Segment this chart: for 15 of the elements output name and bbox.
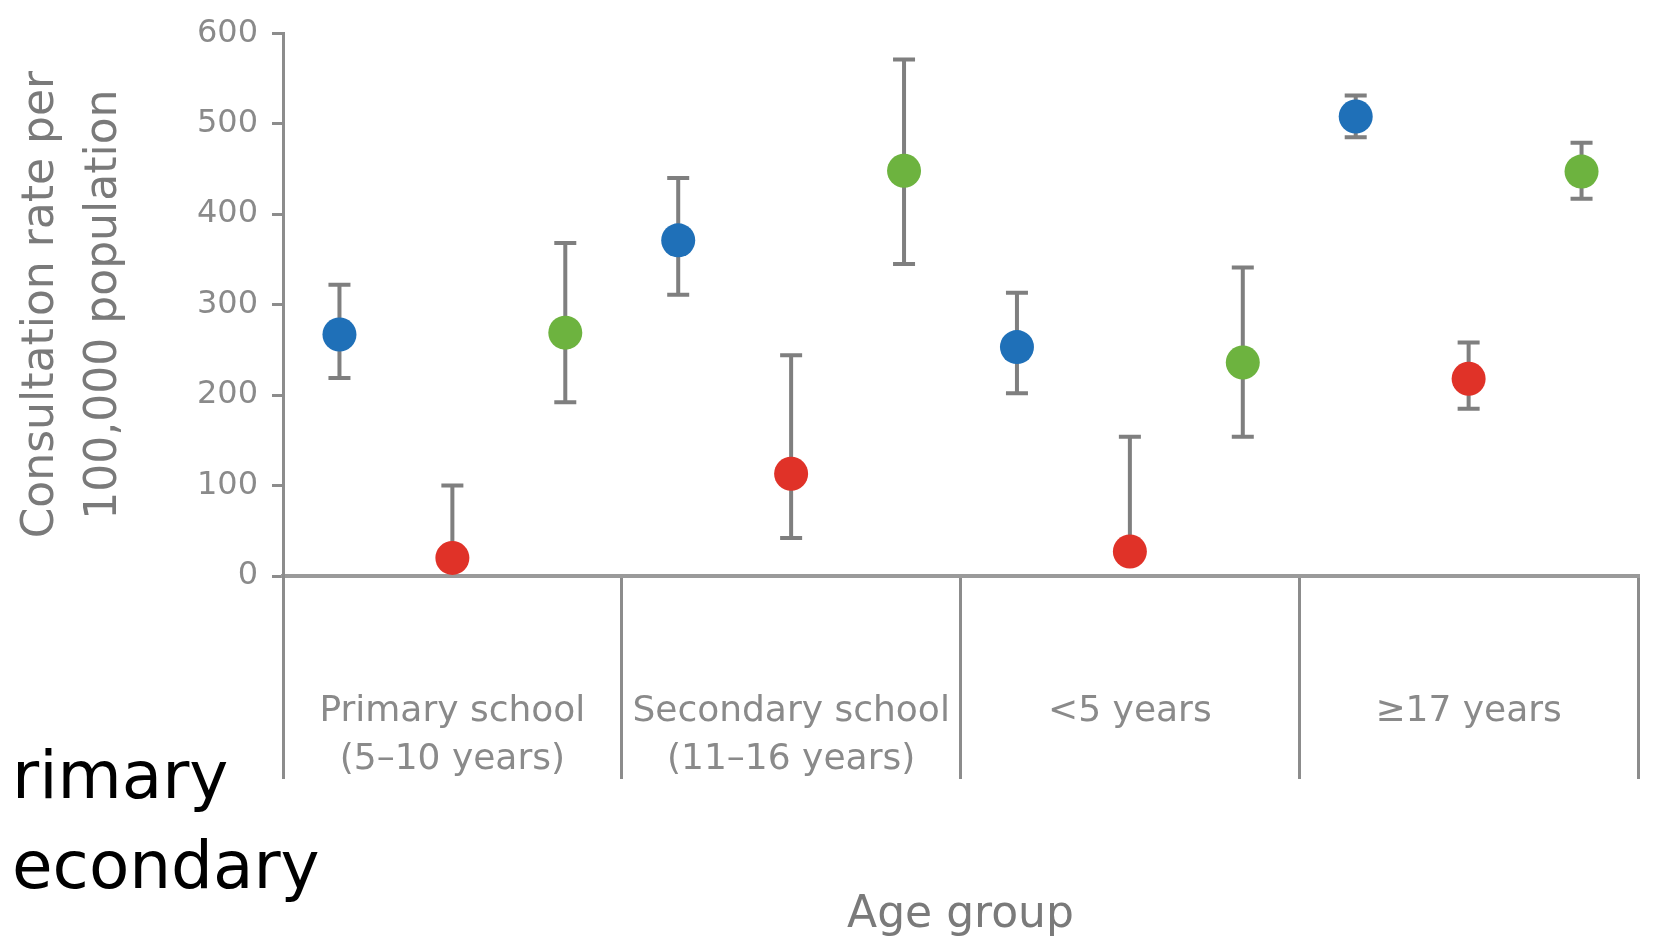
y-tick-label: 500 (196, 101, 258, 140)
y-tick-label: 400 (196, 192, 258, 231)
y-tick-label: 0 (237, 554, 258, 593)
text: rimary (12, 737, 229, 815)
x-tick-label: Secondary school (11–16 years) (632, 688, 950, 778)
text: econdary (12, 827, 320, 905)
y-tick-label: 200 (196, 373, 258, 412)
x-tick-label: <5 years (1048, 688, 1212, 730)
x-axis-title: Age group (847, 886, 1074, 938)
y-tick-label: 300 (196, 282, 258, 321)
y-tick-label: 600 (196, 11, 258, 50)
y-axis-title: Consultation rate per 100,000 population (11, 69, 126, 539)
x-tick-label: ≥17 years (1375, 688, 1562, 730)
x-tick-label: Primary school (5–10 years) (319, 688, 586, 778)
y-tick-label: 100 (196, 463, 258, 502)
